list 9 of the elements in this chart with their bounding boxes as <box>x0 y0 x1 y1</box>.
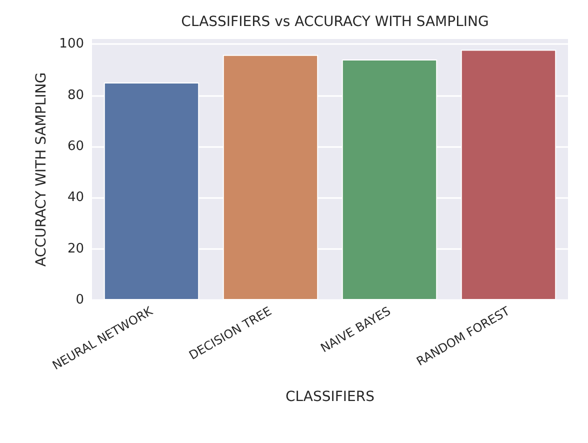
x-axis-title: CLASSIFIERS <box>285 389 375 405</box>
y-tick-label: 100 <box>59 36 84 52</box>
y-tick-label: 80 <box>67 88 84 103</box>
y-axis-title: ACCURACY WITH SAMPLING <box>33 72 50 267</box>
chart-title: CLASSIFIERS vs ACCURACY WITH SAMPLING <box>181 14 489 30</box>
y-tick-label: 60 <box>67 138 84 154</box>
y-tick-label: 40 <box>67 190 84 206</box>
y-tick-label: 0 <box>76 292 84 308</box>
y-tick-label: 20 <box>67 241 84 256</box>
